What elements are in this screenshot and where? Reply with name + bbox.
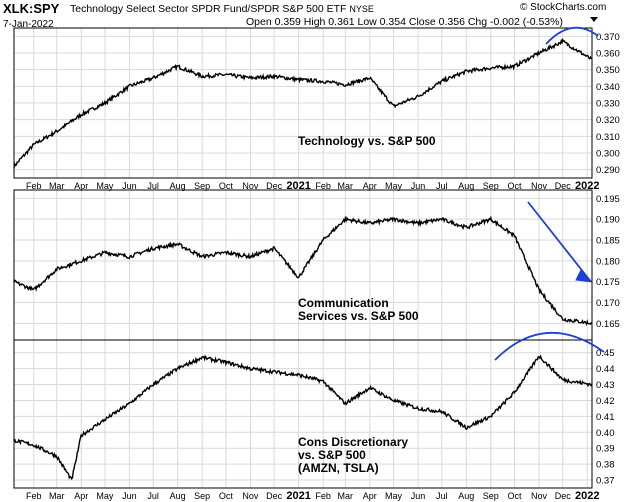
y-tick-label: 0.175 — [596, 277, 620, 288]
x-tick-label: Jul — [147, 181, 159, 191]
x-tick-label: Nov — [242, 181, 259, 191]
x-tick-label: Nov — [242, 491, 259, 501]
technology-top-arc — [545, 26, 599, 45]
x-tick-label: Mar — [338, 181, 354, 191]
series-line — [13, 37, 593, 169]
x-tick-label: Aug — [458, 181, 474, 191]
y-tick-label: 0.38 — [596, 460, 615, 471]
arrow-head — [575, 269, 594, 283]
y-tick-label: 0.340 — [596, 82, 620, 93]
x-tick-label: Sep — [194, 181, 210, 191]
x-tick-label: Sep — [483, 491, 499, 501]
y-tick-label: 0.180 — [596, 256, 620, 267]
y-tick-label: 0.37 — [596, 476, 615, 487]
x-tick-label: Dec — [266, 491, 283, 501]
series-line — [13, 354, 593, 481]
x-tick-label: Mar — [338, 491, 354, 501]
y-tick-label: 0.170 — [596, 298, 620, 309]
technology-panel-annotation: Technology vs. S&P 500 — [298, 134, 436, 148]
panel-frame — [13, 339, 593, 489]
x-tick-label: Apr — [74, 491, 88, 501]
y-tick-label: 0.360 — [596, 49, 620, 60]
x-tick-label: Apr — [74, 181, 88, 191]
x-tick-label: Sep — [194, 491, 210, 501]
x-tick-label: Feb — [26, 181, 42, 191]
communication-panel-annotation: Communication Services vs. S&P 500 — [298, 296, 419, 323]
chart-security-name: Technology Select Sector SPDR Fund/SPDR … — [70, 3, 374, 15]
y-tick-label: 0.39 — [596, 444, 615, 455]
discretionary-panel-annotation: Cons Discretionary vs. S&P 500 (AMZN, TS… — [298, 435, 409, 475]
x-tick-label: Nov — [531, 181, 548, 191]
x-tick-label: Apr — [363, 491, 377, 501]
y-tick-label: 0.330 — [596, 99, 620, 110]
panel-frame — [13, 27, 593, 179]
chart-date: 7-Jan-2022 — [3, 19, 54, 30]
x-tick-label: Sep — [483, 181, 499, 191]
x-tick-label: Apr — [363, 181, 377, 191]
x-tick-label: Oct — [219, 181, 234, 191]
security-name-text: Technology Select Sector SPDR Fund/SPDR … — [70, 3, 347, 15]
x-tick-label: May — [385, 181, 403, 191]
chart-symbol: XLK:SPY — [3, 1, 60, 16]
x-tick-label: Aug — [458, 491, 474, 501]
discretionary-top-arc — [494, 332, 605, 361]
ohlc-summary: Open 0.359 High 0.361 Low 0.354 Close 0.… — [246, 16, 563, 28]
x-tick-label: 2022 — [575, 180, 599, 192]
x-tick-label: Aug — [170, 181, 186, 191]
y-tick-label: 0.43 — [596, 380, 615, 391]
x-tick-label: Nov — [531, 491, 548, 501]
x-tick-label: 2021 — [286, 180, 310, 192]
y-tick-label: 0.42 — [596, 396, 615, 407]
x-tick-label: Mar — [49, 181, 65, 191]
y-tick-label: 0.45 — [596, 348, 615, 359]
x-tick-label: Jun — [411, 181, 426, 191]
y-tick-label: 0.310 — [596, 132, 620, 143]
x-tick-label: Jun — [122, 181, 137, 191]
chevron-down-icon — [590, 17, 598, 22]
x-tick-label: Jul — [436, 491, 448, 501]
x-tick-label: Oct — [219, 491, 234, 501]
x-tick-label: Dec — [555, 181, 572, 191]
y-tick-label: 0.290 — [596, 165, 620, 176]
x-tick-label: Feb — [315, 181, 331, 191]
y-tick-label: 0.350 — [596, 65, 620, 76]
y-tick-label: 0.44 — [596, 364, 615, 375]
y-tick-label: 0.195 — [596, 194, 620, 205]
x-tick-label: May — [96, 181, 114, 191]
y-tick-label: 0.185 — [596, 236, 620, 247]
communication-down-arrow — [527, 201, 589, 279]
x-tick-label: Aug — [170, 491, 186, 501]
y-tick-label: 0.320 — [596, 115, 620, 126]
x-tick-label: Dec — [266, 181, 283, 191]
y-tick-label: 0.300 — [596, 149, 620, 160]
x-tick-label: May — [385, 491, 403, 501]
x-tick-label: Feb — [26, 491, 42, 501]
y-tick-label: 0.190 — [596, 215, 620, 226]
y-tick-label: 0.40 — [596, 428, 615, 439]
series-line — [13, 215, 593, 327]
x-tick-label: Jul — [147, 491, 159, 501]
x-tick-label: 2021 — [286, 490, 310, 502]
x-tick-label: Jun — [122, 491, 137, 501]
x-tick-label: Jul — [436, 181, 448, 191]
x-tick-label: Jun — [411, 491, 426, 501]
x-tick-label: Dec — [555, 491, 572, 501]
x-tick-label: Mar — [49, 491, 65, 501]
x-tick-label: Oct — [508, 491, 523, 501]
x-tick-label: Oct — [508, 181, 523, 191]
y-tick-label: 0.165 — [596, 319, 620, 330]
y-tick-label: 0.41 — [596, 412, 615, 423]
x-tick-label: Feb — [315, 491, 331, 501]
x-tick-label: 2022 — [575, 490, 599, 502]
y-tick-label: 0.370 — [596, 32, 620, 43]
x-tick-label: May — [96, 491, 114, 501]
exchange-label: NYSE — [349, 4, 374, 14]
watermark: © StockCharts.com — [520, 2, 607, 13]
